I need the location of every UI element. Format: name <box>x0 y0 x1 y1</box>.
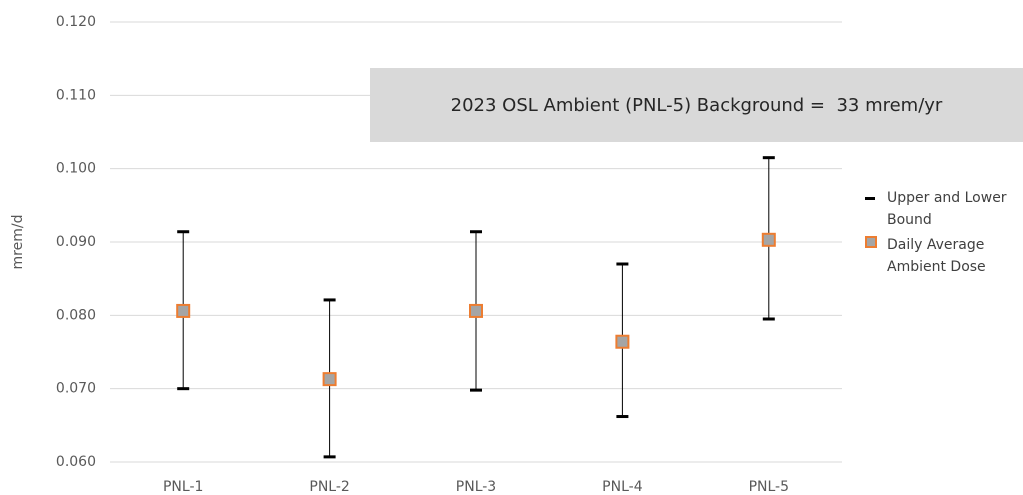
y-tick-label: 0.090 <box>56 234 96 250</box>
y-tick-label: 0.060 <box>56 454 96 470</box>
average-marker <box>761 232 776 247</box>
y-tick-label: 0.110 <box>56 87 96 103</box>
legend-entry: Upper and Lower Bound <box>865 187 1022 231</box>
x-tick-label: PNL-5 <box>749 479 789 495</box>
x-tick-label: PNL-3 <box>456 479 496 495</box>
x-tick-label: PNL-2 <box>309 479 349 495</box>
legend-entry: Daily Average Ambient Dose <box>865 234 1022 278</box>
legend-swatch <box>865 236 877 248</box>
average-marker <box>176 303 191 318</box>
y-tick-label: 0.080 <box>56 307 96 323</box>
legend-swatch <box>865 197 875 200</box>
legend-label: Daily Average Ambient Dose <box>887 237 986 275</box>
annotation: 2023 OSL Ambient (PNL-5) Background = 33… <box>370 68 1023 142</box>
y-tick-label: 0.120 <box>56 14 96 30</box>
average-marker <box>469 303 483 318</box>
legend-label: Upper and Lower Bound <box>887 190 1007 228</box>
x-tick-label: PNL-1 <box>163 479 203 495</box>
y-axis-label: mrem/d <box>10 215 26 270</box>
y-tick-label: 0.100 <box>56 161 96 177</box>
x-tick-label: PNL-4 <box>602 479 643 495</box>
average-marker <box>322 372 337 387</box>
average-marker <box>615 334 630 349</box>
y-tick-label: 0.070 <box>56 381 96 397</box>
